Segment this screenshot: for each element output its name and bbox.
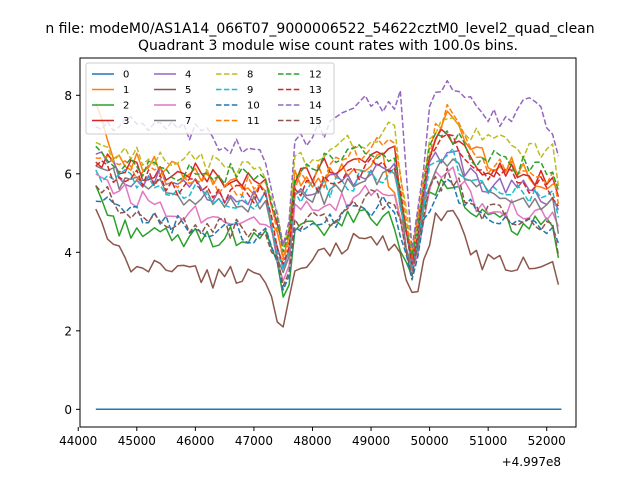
x-tick-label: 49000 — [352, 434, 390, 448]
series-line-8 — [95, 117, 560, 254]
series-12 — [95, 130, 560, 257]
legend-item-15: 15 — [278, 116, 322, 127]
series-line-6 — [95, 166, 560, 282]
legend-item-14: 14 — [278, 101, 322, 112]
legend-box — [85, 62, 335, 135]
series-line-3 — [95, 128, 560, 257]
legend-label: 14 — [309, 101, 322, 112]
series-line-15 — [95, 167, 560, 287]
legend-item-8: 8 — [216, 70, 253, 81]
series-line-5 — [95, 208, 560, 328]
series-15 — [95, 167, 560, 287]
legend-item-2: 2 — [92, 101, 129, 112]
series-2 — [95, 178, 560, 298]
legend-item-4: 4 — [154, 70, 191, 81]
legend-item-0: 0 — [92, 70, 129, 81]
legend-label: 5 — [185, 85, 191, 96]
legend-label: 10 — [247, 101, 260, 112]
series-5 — [95, 208, 560, 328]
series-3 — [95, 128, 560, 257]
series-line-9 — [95, 147, 560, 270]
legend-label: 1 — [123, 85, 129, 96]
legend-label: 13 — [309, 85, 322, 96]
legend-label: 7 — [185, 116, 191, 127]
y-tick-label: 8 — [64, 89, 72, 103]
legend-item-7: 7 — [154, 116, 191, 127]
legend-label: 8 — [247, 70, 253, 81]
y-tick-label: 4 — [64, 246, 72, 260]
ticks-layer: 44000 45000 46000 47000 48000 49000 50000 51000… — [59, 89, 566, 448]
legend-item-6: 6 — [154, 101, 191, 112]
x-tick-label: 48000 — [293, 434, 331, 448]
legend-label: 4 — [185, 70, 191, 81]
legend-item-13: 13 — [278, 85, 322, 96]
x-tick-label: 46000 — [176, 434, 214, 448]
legend-label: 9 — [247, 85, 253, 96]
legend-label: 6 — [185, 101, 191, 112]
series-9 — [95, 147, 560, 270]
y-tick-label: 0 — [64, 403, 72, 417]
legend-label: 0 — [123, 70, 129, 81]
legend-label: 11 — [247, 116, 260, 127]
legend-label: 2 — [123, 101, 129, 112]
x-tick-label: 45000 — [118, 434, 156, 448]
legend-label: 12 — [309, 70, 322, 81]
x-offset-label: +4.997e8 — [502, 455, 561, 469]
legend-label: 3 — [123, 116, 129, 127]
series-13 — [95, 133, 559, 265]
series-line-12 — [95, 130, 560, 257]
legend-label: 15 — [309, 116, 322, 127]
series-8 — [95, 117, 560, 254]
y-tick-label: 2 — [64, 324, 72, 338]
legend-item-11: 11 — [216, 116, 260, 127]
series-6 — [95, 166, 560, 282]
legend-item-10: 10 — [216, 101, 260, 112]
series-line-13 — [95, 133, 559, 265]
legend-item-1: 1 — [92, 85, 129, 96]
figure-suptitle: n file: modeM0/AS1A14_066T07_9000006522_… — [45, 21, 594, 37]
chart-title: Quadrant 3 module wise count rates with … — [138, 38, 518, 54]
x-tick-label: 52000 — [528, 434, 566, 448]
legend-item-9: 9 — [216, 85, 253, 96]
series-line-2 — [95, 178, 560, 298]
series-layer — [95, 79, 562, 411]
x-tick-label: 51000 — [469, 434, 507, 448]
legend-item-3: 3 — [92, 116, 129, 127]
y-tick-label: 6 — [64, 167, 72, 181]
x-tick-label: 50000 — [411, 434, 449, 448]
x-tick-label: 44000 — [59, 434, 97, 448]
x-tick-label: 47000 — [235, 434, 273, 448]
axes-frame — [79, 57, 577, 428]
legend-item-12: 12 — [278, 70, 322, 81]
legend-item-5: 5 — [154, 85, 191, 96]
